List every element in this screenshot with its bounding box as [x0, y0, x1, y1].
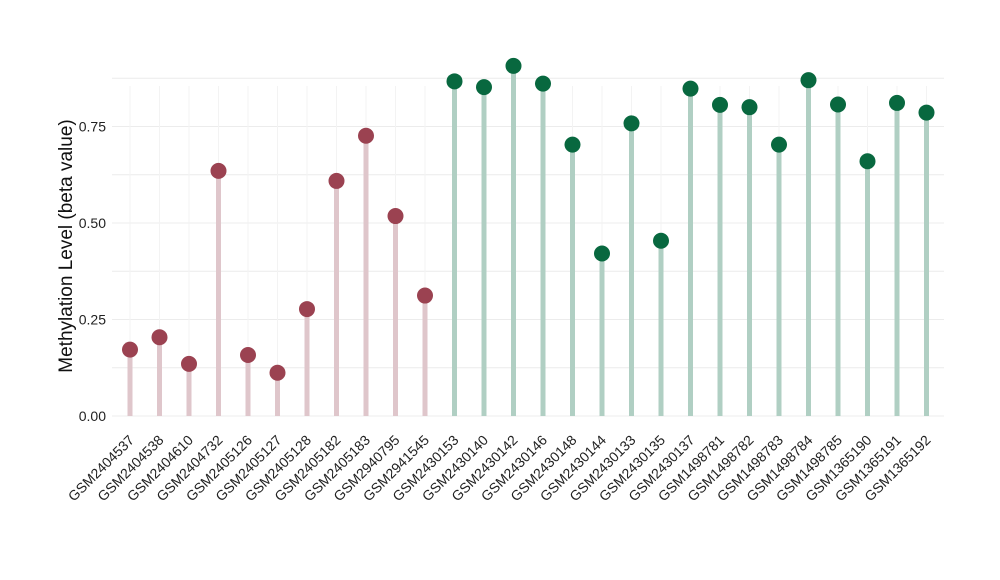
data-point [564, 136, 581, 153]
data-point [712, 96, 728, 113]
data-point [859, 153, 876, 170]
data-point [328, 172, 345, 189]
data-point [623, 115, 640, 132]
data-point [918, 104, 935, 121]
y-tick-label: 0.50 [79, 215, 106, 231]
data-point [210, 162, 227, 179]
data-point [151, 329, 168, 346]
data-point [387, 208, 404, 225]
points [122, 57, 935, 381]
data-point [299, 301, 315, 318]
data-point [682, 80, 699, 97]
grid-lines [112, 77, 944, 417]
data-point [417, 287, 433, 304]
data-point [122, 341, 138, 358]
data-point [653, 232, 669, 249]
data-point [505, 57, 522, 74]
data-point [594, 245, 610, 262]
data-point [535, 75, 551, 92]
data-point [741, 99, 758, 116]
y-axis-ticks: 0.00 0.25 0.50 0.75 [79, 118, 106, 424]
data-point [800, 72, 817, 89]
y-axis-title: Methylation Level (beta value) [56, 119, 77, 372]
x-axis-ticks: GSM2404537GSM2404538GSM2404610GSM2404732… [65, 432, 934, 505]
data-point [476, 79, 492, 96]
data-point [240, 347, 256, 364]
data-point [830, 96, 846, 113]
data-point [771, 136, 787, 153]
stems [127, 65, 929, 416]
data-point [269, 364, 286, 381]
y-tick-label: 0.25 [79, 311, 106, 327]
y-tick-label: 0.00 [79, 408, 106, 424]
data-point [446, 73, 463, 90]
data-point [358, 127, 374, 144]
y-tick-label: 0.75 [79, 118, 106, 134]
data-point [889, 94, 905, 111]
data-point [181, 355, 197, 372]
